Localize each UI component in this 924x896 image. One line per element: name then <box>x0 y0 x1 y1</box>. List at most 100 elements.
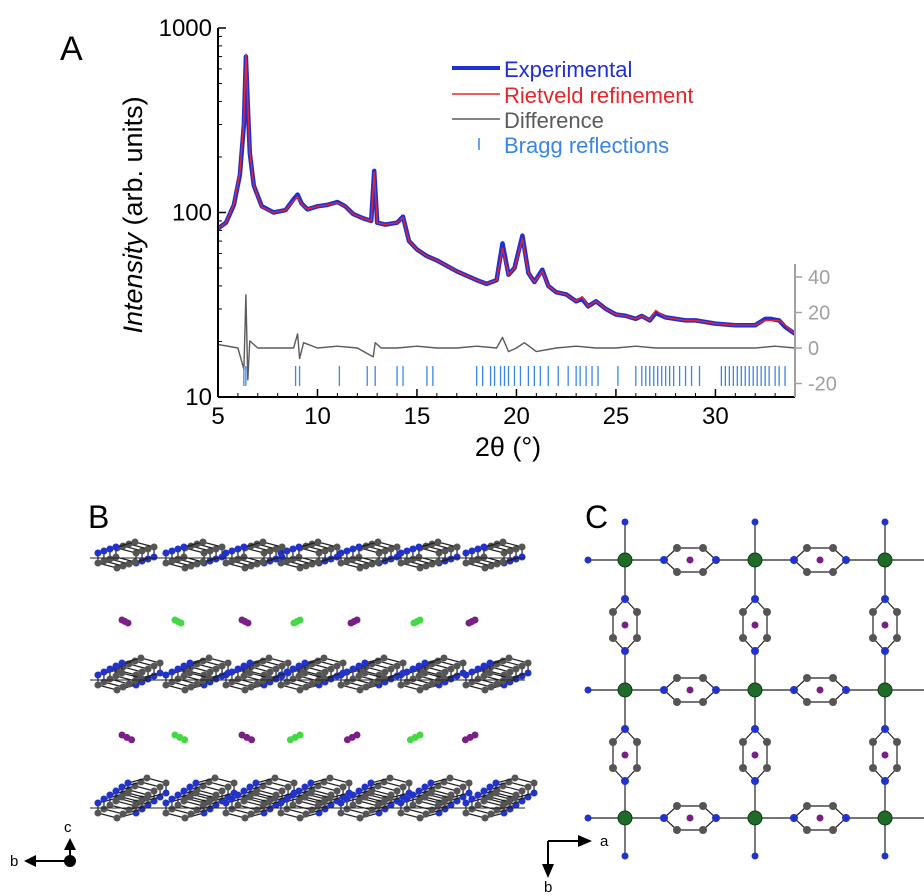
atom <box>829 826 837 834</box>
atom <box>751 725 759 733</box>
atom <box>751 595 759 603</box>
atom <box>271 794 279 802</box>
atom <box>356 686 364 694</box>
atom <box>218 543 226 551</box>
atom <box>301 783 309 791</box>
atom <box>361 669 369 677</box>
atom <box>246 669 254 677</box>
atom <box>842 814 850 822</box>
atom <box>699 698 707 706</box>
atom <box>174 675 182 683</box>
atom <box>199 558 207 566</box>
framework-layer <box>90 774 538 822</box>
iodide-atom <box>347 619 355 627</box>
atom <box>869 608 877 616</box>
atom <box>284 783 292 791</box>
atom <box>284 669 292 677</box>
iodide-atom <box>124 619 132 627</box>
nitrogen-atom <box>584 556 592 564</box>
atom <box>247 810 255 818</box>
atom <box>409 665 417 673</box>
atom <box>416 686 424 694</box>
atom <box>459 659 467 667</box>
atom <box>609 738 617 746</box>
atom <box>295 662 303 670</box>
atom <box>349 801 357 809</box>
atom <box>240 662 248 670</box>
atom <box>415 543 423 551</box>
atom <box>462 799 470 807</box>
atom <box>314 538 322 546</box>
atom <box>355 553 363 561</box>
iodide-atom <box>751 751 759 759</box>
atom <box>106 675 114 683</box>
atom <box>518 787 526 795</box>
atom <box>441 668 449 676</box>
atom <box>422 562 430 570</box>
atom <box>193 680 201 688</box>
atom <box>393 553 401 561</box>
atom <box>333 553 341 561</box>
x-axis-label: 2θ (°) <box>475 432 541 462</box>
atom <box>621 647 629 655</box>
y-axis-label-units: (arb. units) <box>118 96 148 233</box>
atom <box>289 665 297 673</box>
iodide-atom <box>816 814 824 822</box>
atom <box>399 783 407 791</box>
atom <box>893 764 901 772</box>
atom <box>131 677 139 685</box>
framework-layer <box>90 654 532 694</box>
atom <box>180 797 188 805</box>
atom <box>506 547 514 555</box>
atom <box>633 608 641 616</box>
axis-label-a-panel-c: a <box>600 833 609 850</box>
atom <box>180 553 188 561</box>
atom <box>739 738 747 746</box>
atom <box>609 634 617 642</box>
atom <box>380 798 388 806</box>
atom <box>474 665 482 673</box>
ligand-ring <box>660 674 720 706</box>
atom <box>315 549 323 557</box>
aromatic-ring <box>112 657 158 685</box>
metal-atom <box>617 552 633 568</box>
atom <box>355 787 363 795</box>
atom <box>100 557 108 565</box>
atom <box>337 559 345 567</box>
atom <box>180 672 188 680</box>
atom <box>218 787 226 795</box>
atom <box>474 801 482 809</box>
atom <box>252 789 260 797</box>
atom <box>295 543 303 551</box>
aromatic-ring <box>252 774 298 802</box>
atom <box>125 680 133 688</box>
panel-label-a: A <box>60 30 83 68</box>
atom <box>869 634 877 642</box>
aromatic-ring <box>192 774 238 802</box>
atom <box>712 814 720 822</box>
atom <box>393 543 401 551</box>
atom <box>265 654 273 662</box>
atom <box>518 553 526 561</box>
atom <box>474 545 482 553</box>
aromatic-ring <box>474 540 520 568</box>
atom <box>399 669 407 677</box>
chloride-atom <box>286 736 294 744</box>
atom <box>343 557 351 565</box>
atom <box>356 814 364 822</box>
atom <box>289 555 297 563</box>
atom <box>524 669 532 677</box>
atom <box>302 810 310 818</box>
x-tick-label: 15 <box>404 403 431 430</box>
atom <box>403 557 411 565</box>
atom <box>881 777 889 785</box>
atom <box>302 562 310 570</box>
atom <box>119 810 127 818</box>
atom <box>361 659 369 667</box>
atom <box>699 802 707 810</box>
atom <box>492 779 500 787</box>
atom <box>343 547 351 555</box>
x-tick-label: 20 <box>503 403 530 430</box>
atom <box>434 558 442 566</box>
atom <box>181 814 189 822</box>
